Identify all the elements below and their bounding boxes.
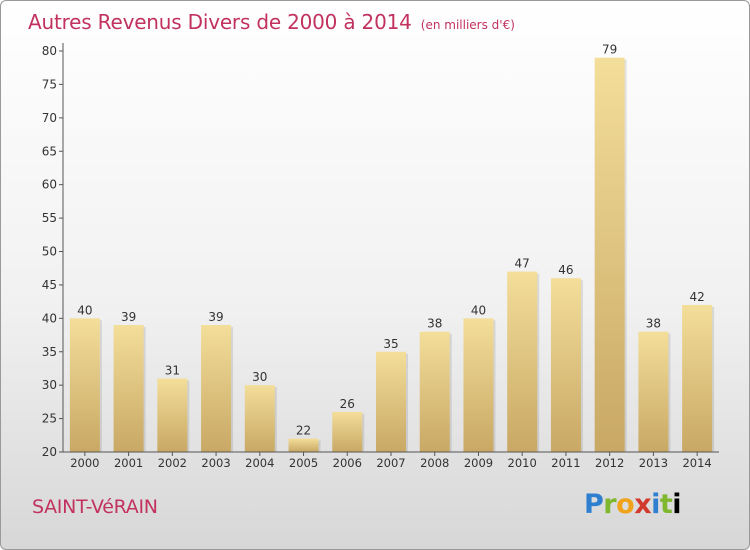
data-label: 79 [602,43,617,57]
y-tick-label: 20 [42,445,57,459]
x-tick-label: 2003 [201,456,230,470]
logo-letter: i [672,489,682,520]
data-label: 47 [515,257,530,271]
logo-letter: t [659,489,673,520]
y-tick-label: 45 [42,278,57,292]
bar [69,318,100,452]
bar [332,411,363,452]
x-tick-label: 2001 [114,456,143,470]
x-tick-label: 2014 [682,456,711,470]
data-label: 31 [165,363,180,377]
data-label: 40 [77,303,92,317]
data-label: 46 [558,263,573,277]
data-label: 39 [208,310,223,324]
logo-letter: r [603,489,617,520]
bar [157,378,188,452]
logo-letter: x [634,489,652,520]
bar [376,351,406,452]
bar-series: 40 39 31 39 30 22 26 35 38 40 47 46 79 38 42 [69,43,715,452]
proxiti-logo: Proxiti [584,489,682,520]
x-tick-label: 2009 [464,456,493,470]
data-label: 22 [296,424,311,438]
y-tick-label: 80 [42,44,57,58]
logo-letter: P [584,489,604,520]
x-tick-label: 2004 [245,456,274,470]
chart-unit-note: (en milliers d'€) [420,18,515,32]
y-tick-label: 50 [42,245,57,259]
bar [507,271,538,452]
y-tick-label: 40 [42,311,57,325]
logo-letter: i [651,489,660,520]
bar [201,325,232,452]
y-tick-label: 65 [42,144,57,158]
bar [682,304,713,452]
x-tick-label: 2005 [289,456,318,470]
data-label: 38 [427,317,442,331]
bar [113,325,144,452]
y-tick-label: 35 [42,345,57,359]
chart-title: Autres Revenus Divers de 2000 à 2014 (en… [28,10,515,34]
bar [463,318,494,452]
x-tick-label: 2013 [639,456,668,470]
x-tick-label: 2012 [595,456,624,470]
x-tick-label: 2000 [70,456,99,470]
x-tick-label: 2011 [551,456,580,470]
bar [594,57,625,452]
x-axis: 2000 2001 2002 2003 2004 2005 2006 2007 2008 2009… [63,451,719,470]
bar [419,331,450,452]
x-tick-label: 2007 [376,456,405,470]
y-axis: 20 25 30 35 40 45 50 55 60 65 70 75 80 [42,43,64,459]
bar [288,438,319,452]
chart-title-text: Autres Revenus Divers de 2000 à 2014 [28,10,412,34]
bar [638,331,669,452]
x-tick-label: 2008 [420,456,449,470]
commune-name: SAINT-VéRAIN [32,496,158,518]
x-tick-label: 2010 [508,456,537,470]
y-tick-label: 25 [42,412,57,426]
bar [550,278,581,452]
y-tick-label: 30 [42,378,57,392]
data-label: 26 [340,397,355,411]
bar [244,385,275,452]
x-tick-label: 2006 [333,456,362,470]
data-label: 40 [471,303,486,317]
y-tick-label: 55 [42,211,57,225]
data-label: 30 [252,370,267,384]
data-label: 35 [383,337,398,351]
data-label: 39 [121,310,136,324]
y-tick-label: 70 [42,111,57,125]
logo-letter: o [616,489,635,520]
y-tick-label: 75 [42,77,57,91]
data-label: 38 [646,317,661,331]
data-label: 42 [689,290,704,304]
x-tick-label: 2002 [158,456,187,470]
y-tick-label: 60 [42,178,57,192]
